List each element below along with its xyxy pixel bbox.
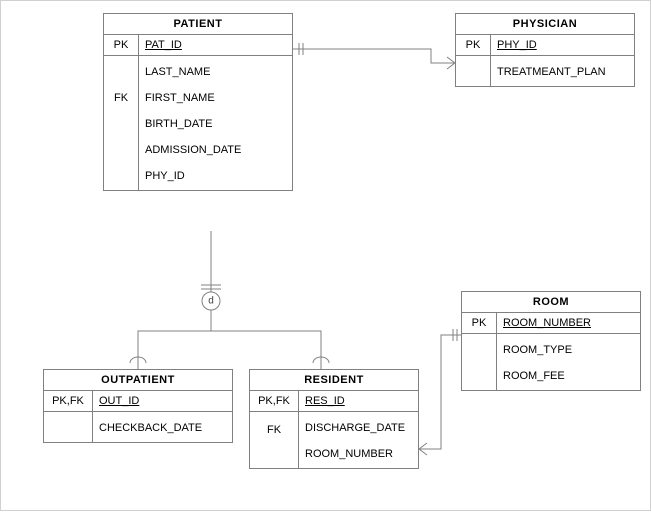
key-label [104,72,138,80]
entity-resident: RESIDENT PK,FK FK RES_ID DISCHARGE_DATE … [249,369,419,469]
er-diagram-canvas: PATIENT PK FK PAT_ID LAST_NAME FIRST_NAM… [0,0,651,511]
key-label: PK [462,313,496,334]
attr-label: ROOM_FEE [497,360,640,390]
entity-patient: PATIENT PK FK PAT_ID LAST_NAME FIRST_NAM… [103,13,293,191]
entity-physician-title: PHYSICIAN [456,14,634,35]
key-label: FK [250,420,298,440]
key-label [104,64,138,72]
attr-label: PHY_ID [491,35,634,56]
key-label: PK,FK [250,391,298,412]
attr-label: BIRTH_DATE [139,108,292,134]
key-label [462,334,496,342]
attr-label: RES_ID [299,391,418,412]
key-label [250,412,298,420]
entity-physician: PHYSICIAN PK PHY_ID TREATMEANT_PLAN [455,13,635,87]
attr-label: CHECKBACK_DATE [93,412,232,442]
edge-d-resident [211,310,321,369]
entity-outpatient-title: OUTPATIENT [44,370,232,391]
attr-label: ROOM_NUMBER [299,438,418,468]
attr-label: ROOM_NUMBER [497,313,640,334]
attr-label: OUT_ID [93,391,232,412]
edge-patient-physician [293,49,455,63]
key-label: FK [104,88,138,108]
attr-label: PHY_ID [139,160,292,190]
key-label [104,80,138,88]
key-label: PK [456,35,490,56]
attr-label: ROOM_TYPE [497,334,640,360]
attr-label: TREATMEANT_PLAN [491,56,634,86]
entity-room: ROOM PK ROOM_NUMBER ROOM_TYPE ROOM_FEE [461,291,641,391]
attr-label: ADMISSION_DATE [139,134,292,160]
key-label [456,56,490,64]
edge-d-outpatient [138,310,211,369]
edge-resident-room [419,335,461,449]
attr-label: LAST_NAME [139,56,292,82]
entity-outpatient: OUTPATIENT PK,FK OUT_ID CHECKBACK_DATE [43,369,233,443]
attr-label: DISCHARGE_DATE [299,412,418,438]
key-label [462,342,496,350]
attr-label: FIRST_NAME [139,82,292,108]
disjoint-label: d [208,296,214,307]
key-label: PK,FK [44,391,92,412]
key-label [44,412,92,420]
attr-label: PAT_ID [139,35,292,56]
entity-room-title: ROOM [462,292,640,313]
key-label: PK [104,35,138,56]
key-label [104,56,138,64]
entity-resident-title: RESIDENT [250,370,418,391]
disjoint-symbol [202,292,220,310]
entity-patient-title: PATIENT [104,14,292,35]
